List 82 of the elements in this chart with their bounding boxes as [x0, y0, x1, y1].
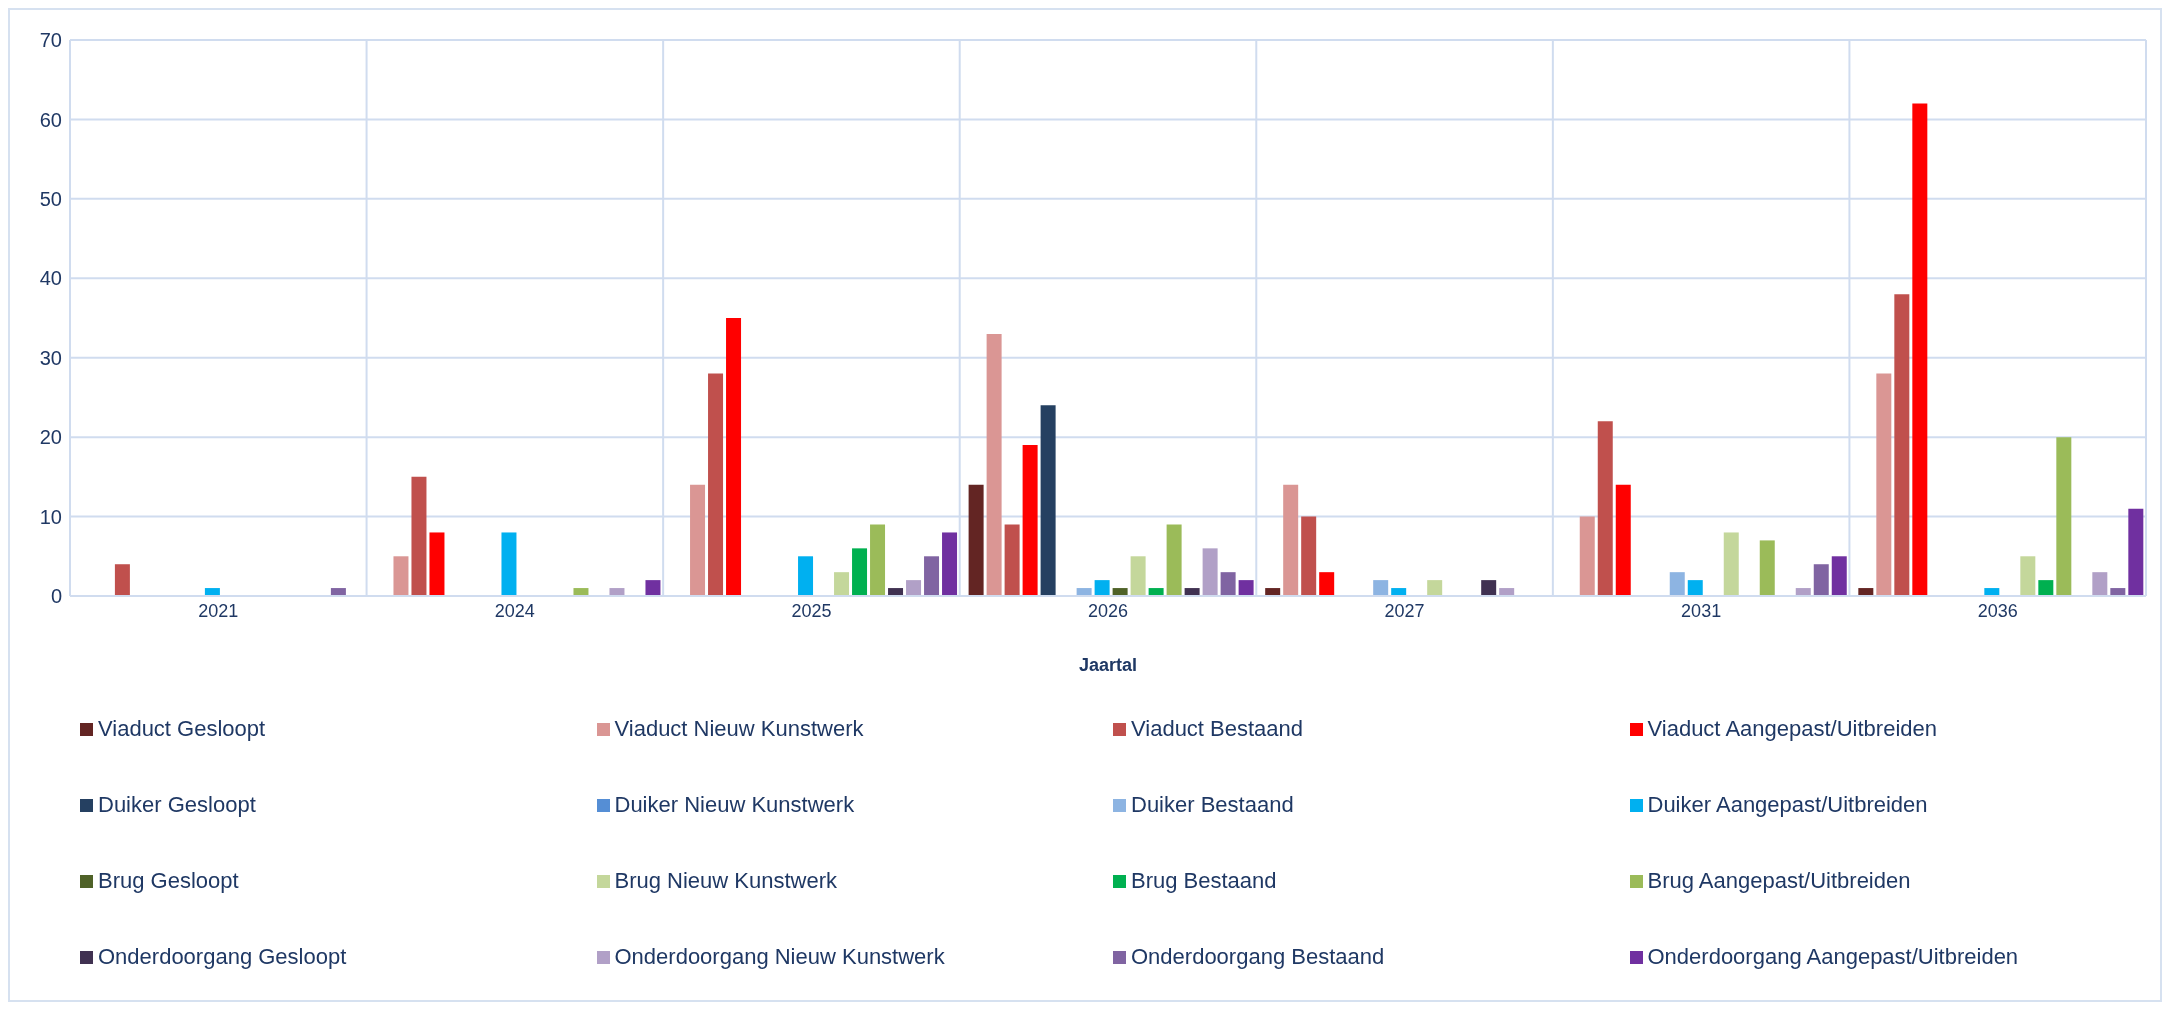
bar [1373, 580, 1389, 596]
bar [1912, 103, 1928, 596]
bar [1004, 524, 1020, 596]
bar [1723, 532, 1739, 596]
x-tick-label: 2025 [791, 600, 832, 621]
bar [1687, 580, 1703, 596]
legend-label: Onderdoorgang Bestaand [1131, 944, 1385, 970]
bar [501, 532, 517, 596]
legend-label: Brug Aangepast/Uitbreiden [1647, 868, 1911, 894]
legend-label: Onderdoorgang Gesloopt [98, 944, 347, 970]
legend-label: Onderdoorgang Nieuw Kunstwerk [614, 944, 945, 970]
bar [429, 532, 445, 596]
bar [1481, 580, 1497, 596]
x-axis-title: Jaartal [1078, 655, 1138, 675]
legend-label: Viaduct Aangepast/Uitbreiden [1647, 716, 1937, 742]
bar [834, 572, 850, 596]
y-tick-label: 50 [39, 187, 62, 210]
bar [2020, 556, 2036, 596]
bar [1579, 516, 1595, 596]
legend-label: Viaduct Gesloopt [98, 716, 266, 742]
y-tick-label: 30 [39, 346, 62, 369]
bar [1301, 516, 1317, 596]
bar [852, 548, 868, 596]
bar [114, 564, 130, 596]
y-tick-label: 70 [39, 29, 62, 52]
bar [942, 532, 958, 596]
bar [1831, 556, 1847, 596]
bar [1759, 540, 1775, 596]
legend-label: Brug Gesloopt [98, 868, 239, 894]
bar [1283, 484, 1299, 596]
bar [1220, 572, 1236, 596]
bar [1202, 548, 1218, 596]
x-tick-label: 2021 [198, 600, 239, 621]
bar [798, 556, 814, 596]
bar [708, 373, 724, 596]
legend-label: Duiker Nieuw Kunstwerk [614, 792, 855, 818]
y-tick-label: 60 [39, 108, 62, 131]
bar [2038, 580, 2054, 596]
bar [1894, 294, 1910, 596]
y-tick-label: 0 [50, 585, 62, 608]
bar [1040, 405, 1056, 596]
bar [1615, 484, 1631, 596]
bar [870, 524, 886, 596]
legend-label: Duiker Aangepast/Uitbreiden [1647, 792, 1928, 818]
x-tick-label: 2036 [1977, 600, 2018, 621]
bar [1813, 564, 1829, 596]
bar [2056, 437, 2072, 596]
x-tick-label: 2024 [494, 600, 535, 621]
y-tick-label: 20 [39, 426, 62, 449]
legend-label: Duiker Bestaand [1131, 792, 1294, 818]
bar [1427, 580, 1443, 596]
bar [986, 333, 1002, 596]
bar [1669, 572, 1685, 596]
bar [393, 556, 409, 596]
legend-label: Brug Bestaand [1131, 868, 1277, 894]
bar [1094, 580, 1110, 596]
bar [2092, 572, 2108, 596]
bar [645, 580, 661, 596]
bar [690, 484, 706, 596]
y-tick-label: 10 [39, 505, 62, 528]
bar [1130, 556, 1146, 596]
bar [906, 580, 922, 596]
x-tick-label: 2026 [1087, 600, 1129, 621]
legend-label: Duiker Gesloopt [98, 792, 256, 818]
legend-label: Brug Nieuw Kunstwerk [614, 868, 838, 894]
bar [1022, 445, 1038, 596]
bar [1166, 524, 1182, 596]
bar [411, 476, 427, 596]
legend-label: Onderdoorgang Aangepast/Uitbreiden [1647, 944, 2019, 970]
x-tick-label: 2031 [1681, 600, 1722, 621]
legend-label: Viaduct Nieuw Kunstwerk [614, 716, 864, 742]
bar [2128, 508, 2144, 596]
bar [726, 318, 742, 596]
bar [1876, 373, 1892, 596]
legend-label: Viaduct Bestaand [1131, 716, 1304, 742]
bar [1597, 421, 1613, 596]
bar [1238, 580, 1254, 596]
y-tick-label: 40 [39, 267, 62, 290]
bar [968, 484, 984, 596]
bar [1319, 572, 1335, 596]
x-tick-label: 2027 [1384, 600, 1425, 621]
bar [924, 556, 940, 596]
